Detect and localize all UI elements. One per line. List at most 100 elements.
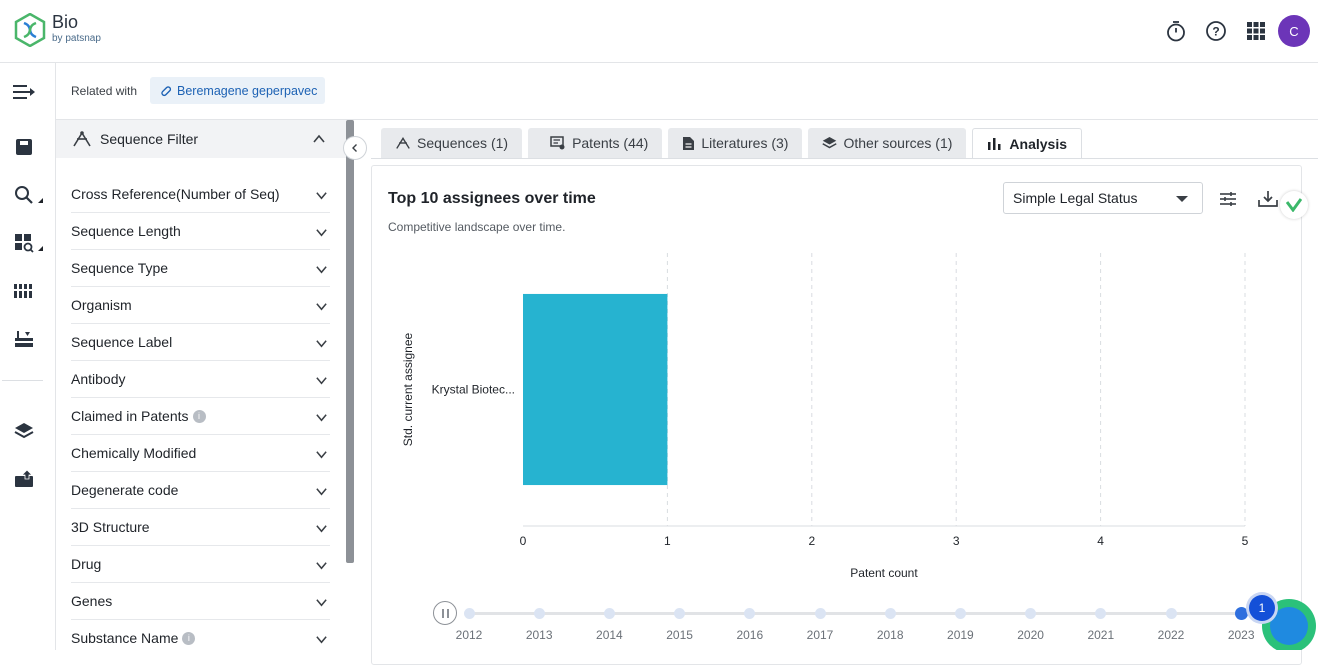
filter-item-label: Sequence Length <box>71 223 181 239</box>
filter-item-drug[interactable]: Drug <box>71 546 330 583</box>
svg-text:?: ? <box>1212 25 1219 39</box>
related-drug-chip[interactable]: Beremagene geperpavec <box>150 77 325 104</box>
chevron-up-icon[interactable] <box>312 132 326 146</box>
tab-patents[interactable]: Patents (44) <box>528 128 662 158</box>
filter-item-substance-name[interactable]: Substance Name i <box>71 620 330 650</box>
timeline-year-dot[interactable] <box>1025 608 1036 619</box>
sequence-icon[interactable] <box>12 279 36 303</box>
filter-item-label: Degenerate code <box>71 482 178 498</box>
timeline-year-dot[interactable] <box>1166 608 1177 619</box>
filter-item-label: Sequence Label <box>71 334 172 350</box>
timeline-year-label: 2017 <box>800 628 840 642</box>
timeline-year-dot[interactable] <box>744 608 755 619</box>
chevron-down-icon <box>315 337 328 350</box>
timeline-year-dot[interactable] <box>885 608 896 619</box>
avatar[interactable]: C <box>1278 15 1310 47</box>
timeline-year-label: 2021 <box>1081 628 1121 642</box>
year-timeline: 2012201320142015201620172018201920202021… <box>431 600 1281 650</box>
chevron-down-icon <box>315 596 328 609</box>
timeline-year-dot[interactable] <box>1095 608 1106 619</box>
x-tick-label: 4 <box>1097 534 1104 548</box>
help-icon[interactable]: ? <box>1204 19 1228 43</box>
apps-grid-icon[interactable] <box>1244 19 1268 43</box>
tab-literatures[interactable]: Literatures (3) <box>668 128 802 158</box>
upload-icon[interactable] <box>12 467 36 491</box>
tab-label: Sequences (1) <box>417 135 508 151</box>
chevron-down-icon <box>315 411 328 424</box>
filter-item-label: Genes <box>71 593 112 609</box>
brand: Bio by patsnap <box>52 12 101 44</box>
tab-other-sources[interactable]: Other sources (1) <box>808 128 966 158</box>
chevron-down-icon <box>315 633 328 646</box>
sequence-icon <box>395 136 411 150</box>
timeline-track[interactable] <box>469 612 1241 615</box>
tab-sequences[interactable]: Sequences (1) <box>381 128 522 158</box>
brand-name: Bio <box>52 12 101 32</box>
timeline-year-label: 2013 <box>519 628 559 642</box>
nav-divider <box>2 380 43 381</box>
timeline-year-dot[interactable] <box>674 608 685 619</box>
chevron-down-icon <box>315 448 328 461</box>
chevron-down-icon <box>315 559 328 572</box>
x-tick-label: 1 <box>664 534 671 548</box>
timeline-year-label: 2015 <box>660 628 700 642</box>
filter-item-degenerate-code[interactable]: Degenerate code <box>71 472 330 509</box>
top-icons: ? C <box>1148 15 1310 47</box>
timer-icon[interactable] <box>1164 19 1188 43</box>
bar-chart-icon <box>987 136 1003 151</box>
timeline-year-dot[interactable] <box>464 608 475 619</box>
bar[interactable] <box>523 294 667 485</box>
info-icon[interactable]: i <box>193 410 206 423</box>
filter-item-sequence-label[interactable]: Sequence Label <box>71 324 330 361</box>
timeline-year-label: 2019 <box>940 628 980 642</box>
structure-menu-caret-icon <box>38 246 43 251</box>
timeline-year-label: 2014 <box>589 628 629 642</box>
filter-item-3d-structure[interactable]: 3D Structure <box>71 509 330 546</box>
filter-item-sequence-type[interactable]: Sequence Type <box>71 250 330 287</box>
save-icon[interactable] <box>12 135 36 159</box>
structure-search-icon[interactable] <box>12 231 36 255</box>
search-icon[interactable] <box>12 183 36 207</box>
timeline-year-dot[interactable] <box>604 608 615 619</box>
filter-item-claimed-in-patents[interactable]: Claimed in Patentsi <box>71 398 330 435</box>
y-axis-title: Std. current assignee <box>401 332 415 446</box>
layers-icon[interactable] <box>12 419 36 443</box>
x-tick-label: 0 <box>520 534 527 548</box>
tab-analysis[interactable]: Analysis <box>972 128 1082 159</box>
filter-item-label: Sequence Type <box>71 260 168 276</box>
box-icon <box>822 136 837 150</box>
pill-icon <box>160 85 172 97</box>
related-label: Related with <box>71 84 137 98</box>
filter-item-label: Substance Name <box>71 630 178 646</box>
filter-scrollbar[interactable] <box>346 120 354 563</box>
timeline-year-dot[interactable] <box>1235 607 1248 620</box>
filter-item-genes[interactable]: Genes <box>71 583 330 620</box>
filter-item-label: 3D Structure <box>71 519 150 535</box>
pause-button[interactable] <box>433 601 457 625</box>
filter-item-cross-reference[interactable]: Cross Reference(Number of Seq) <box>71 176 330 213</box>
menu-expand-icon[interactable] <box>12 80 36 104</box>
chart-gridlines <box>667 253 1245 526</box>
document-icon <box>682 136 695 151</box>
patent-icon <box>550 136 566 150</box>
info-icon[interactable]: i <box>182 632 195 645</box>
timeline-year-label: 2023 <box>1221 628 1261 642</box>
timeline-year-dot[interactable] <box>534 608 545 619</box>
tab-label: Patents (44) <box>572 135 648 151</box>
bio-logo-icon[interactable] <box>14 13 46 47</box>
timeline-year-label: 2016 <box>730 628 770 642</box>
filter-item-antibody[interactable]: Antibody <box>71 361 330 398</box>
filter-item-sequence-length[interactable]: Sequence Length <box>71 213 330 250</box>
timeline-year-dot[interactable] <box>955 608 966 619</box>
chevron-down-icon <box>315 263 328 276</box>
timeline-year-dot[interactable] <box>815 608 826 619</box>
notification-badge[interactable]: 1 <box>1249 595 1275 621</box>
collapse-panel-button[interactable] <box>343 136 367 160</box>
filter-header[interactable]: Sequence Filter <box>56 120 346 158</box>
chevron-down-icon <box>315 522 328 535</box>
filter-item-organism[interactable]: Organism <box>71 287 330 324</box>
chevron-left-icon <box>350 143 360 153</box>
y-tick-label: Krystal Biotec... <box>432 383 515 397</box>
filter-item-chemically-modified[interactable]: Chemically Modified <box>71 435 330 472</box>
workspace-icon[interactable] <box>12 327 36 351</box>
